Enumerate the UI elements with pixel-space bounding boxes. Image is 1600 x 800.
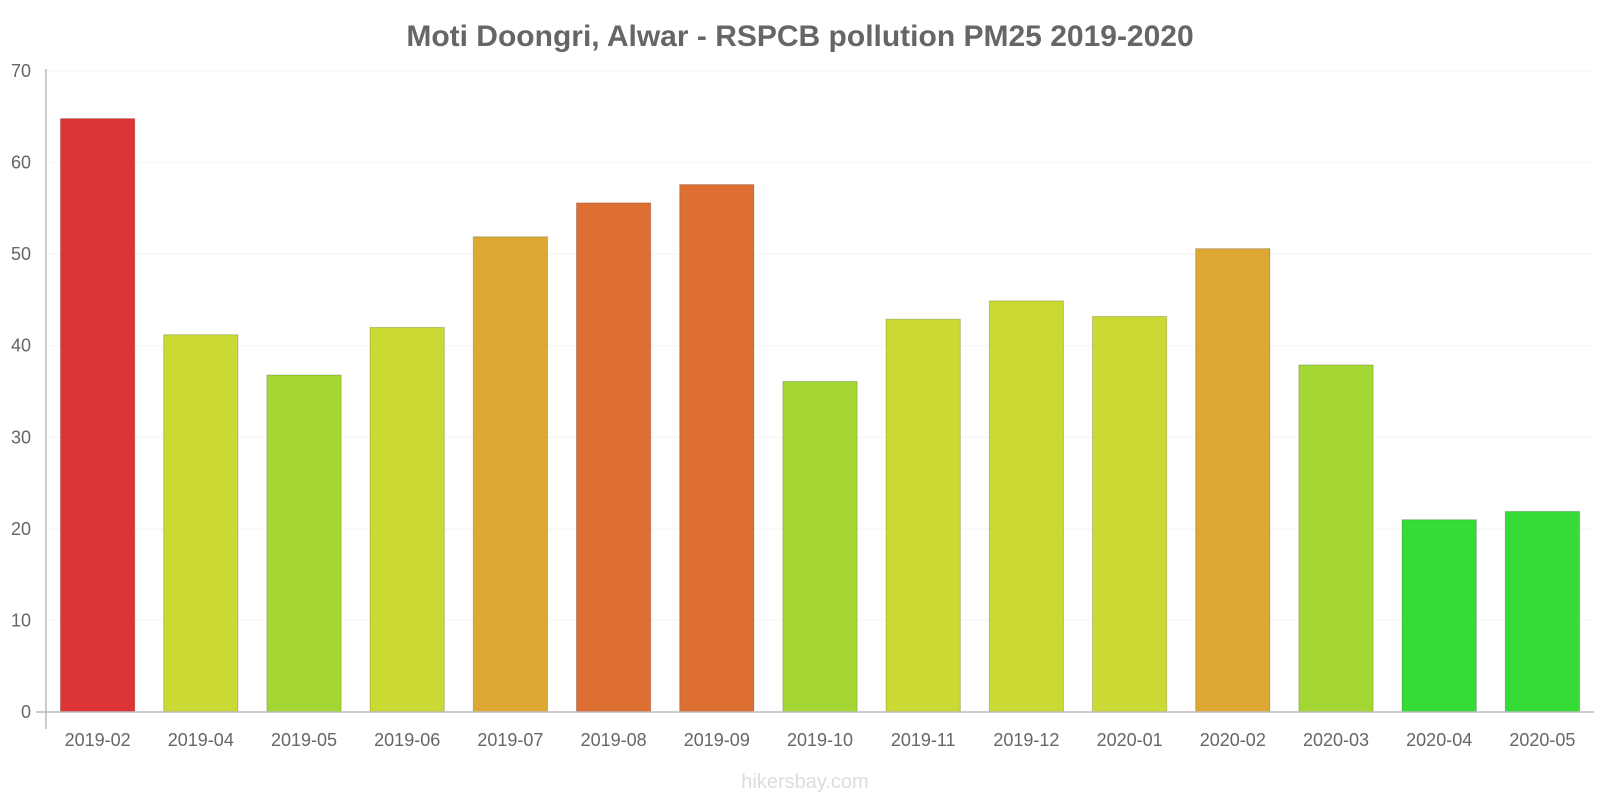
bar-2020-02 bbox=[1195, 248, 1271, 713]
x-tick-label: 2020-02 bbox=[1200, 730, 1266, 750]
bar-2020-04 bbox=[1401, 519, 1477, 713]
bar-2020-01 bbox=[1091, 315, 1168, 713]
bar-2019-07 bbox=[472, 236, 549, 713]
y-tick-label: 10 bbox=[11, 610, 31, 630]
bar-2019-05 bbox=[266, 374, 342, 713]
bar-2019-09 bbox=[679, 184, 755, 713]
x-tick-label: 2020-05 bbox=[1509, 730, 1575, 750]
x-tick-label: 2019-10 bbox=[787, 730, 853, 750]
bar-2019-08 bbox=[575, 202, 652, 713]
x-tick-label: 2019-02 bbox=[65, 730, 131, 750]
x-tick-label: 2020-03 bbox=[1303, 730, 1369, 750]
x-tick-label: 2019-08 bbox=[581, 730, 647, 750]
chart-title: Moti Doongri, Alwar - RSPCB pollution PM… bbox=[406, 20, 1193, 53]
x-tick-label: 2019-09 bbox=[684, 730, 750, 750]
bar-layer bbox=[59, 118, 1581, 713]
y-axis-ticks: 0 10 20 30 40 50 60 70 bbox=[11, 61, 31, 722]
x-axis-ticks: 2019-02 2019-04 2019-05 2019-06 2019-07 2019-… bbox=[65, 730, 1576, 750]
y-tick-label: 20 bbox=[11, 519, 31, 539]
x-tick-label: 2019-07 bbox=[477, 730, 543, 750]
bar-2019-10 bbox=[782, 380, 858, 713]
bar-2019-12 bbox=[988, 300, 1065, 713]
y-tick-label: 0 bbox=[21, 702, 31, 722]
y-tick-label: 60 bbox=[11, 153, 31, 173]
x-tick-label: 2019-04 bbox=[168, 730, 234, 750]
bar-2020-03 bbox=[1298, 364, 1374, 713]
x-tick-label: 2020-04 bbox=[1406, 730, 1472, 750]
y-tick-label: 50 bbox=[11, 244, 31, 264]
watermark: hikersbay.com bbox=[741, 771, 868, 793]
x-tick-label: 2019-11 bbox=[891, 730, 956, 750]
y-tick-label: 70 bbox=[11, 61, 31, 81]
x-tick-label: 2019-12 bbox=[993, 730, 1059, 750]
bar-2019-11 bbox=[885, 318, 961, 713]
bar-2019-06 bbox=[369, 326, 445, 713]
y-tick-label: 40 bbox=[11, 336, 31, 356]
y-tick-label: 30 bbox=[11, 427, 31, 447]
x-tick-label: 2019-05 bbox=[271, 730, 337, 750]
bar-2020-05 bbox=[1504, 510, 1581, 713]
bar-2019-02 bbox=[59, 118, 136, 713]
bar-2019-04 bbox=[163, 334, 239, 713]
x-tick-label: 2020-01 bbox=[1097, 730, 1163, 750]
x-tick-label: 2019-06 bbox=[374, 730, 440, 750]
